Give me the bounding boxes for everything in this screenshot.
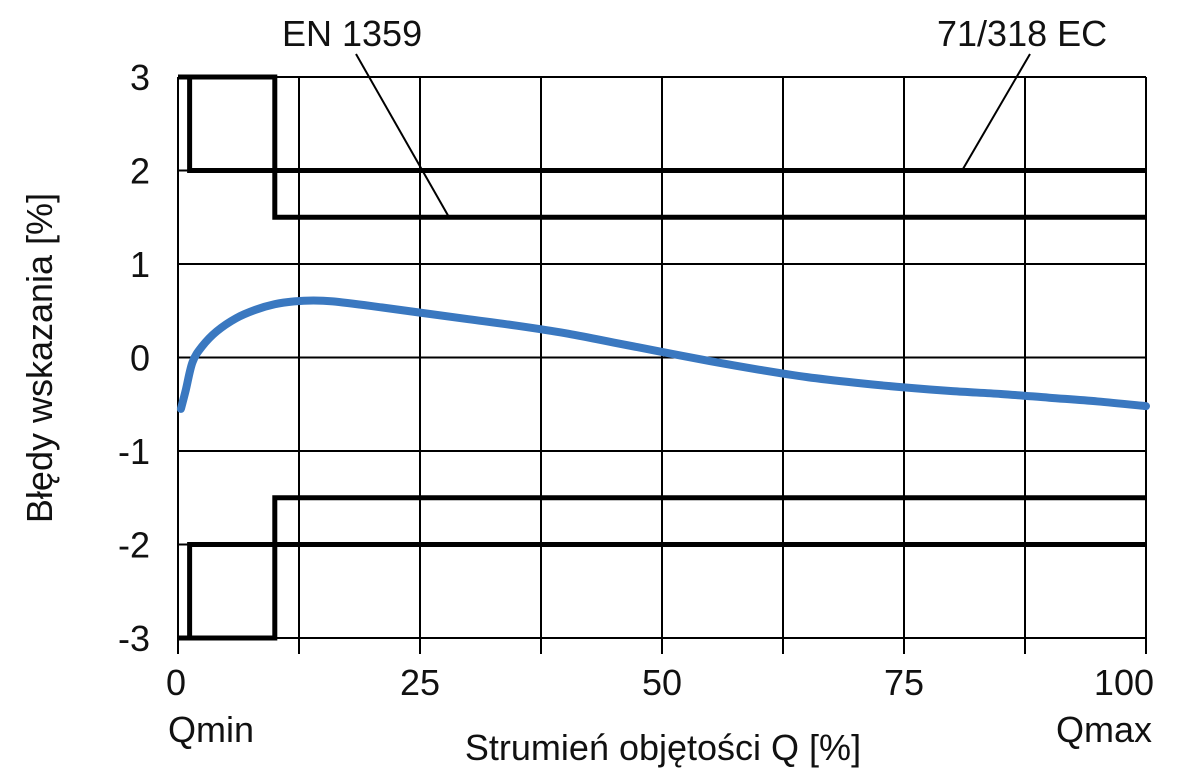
- x-tick-label: 0: [166, 662, 186, 703]
- limit-line-0-upper: [178, 74, 1146, 220]
- x-tick-label: 100: [1094, 662, 1154, 703]
- y-tick-label: -1: [118, 431, 150, 472]
- grid: [177, 76, 1147, 654]
- limit-line-1-lower: [187, 542, 1146, 638]
- y-tick-label: -3: [118, 618, 150, 659]
- leader-line-en1359: [355, 53, 450, 218]
- limit-line-1-upper: [187, 77, 1146, 173]
- x-tick-label: 50: [642, 662, 682, 703]
- annotation-leaders: [355, 53, 1031, 218]
- x-axis-title: Strumień objętości Q [%]: [465, 727, 861, 768]
- y-tick-label: 0: [130, 338, 150, 379]
- annotation-71-318-ec: 71/318 EC: [937, 13, 1107, 54]
- x-max-label: Qmax: [1056, 709, 1152, 750]
- limit-line-0-lower: [178, 495, 1146, 641]
- annotation-en1359: EN 1359: [282, 13, 422, 54]
- leader-line-71-318-ec: [961, 53, 1031, 172]
- limit-envelopes: [178, 74, 1146, 641]
- y-tick-label: 2: [130, 151, 150, 192]
- y-axis-title: Błędy wskazania [%]: [19, 193, 60, 523]
- error-series-line: [176, 296, 1150, 413]
- y-tick-label: 3: [130, 57, 150, 98]
- x-tick-label: 75: [884, 662, 924, 703]
- y-tick-label: 1: [130, 244, 150, 285]
- x-tick-label: 25: [400, 662, 440, 703]
- series-group: [176, 296, 1150, 413]
- y-tick-label: -2: [118, 525, 150, 566]
- x-min-label: Qmin: [168, 709, 254, 750]
- tick-labels: 3 2 1 0 -1 -2 -3 0 25 50 75 100: [118, 57, 1154, 703]
